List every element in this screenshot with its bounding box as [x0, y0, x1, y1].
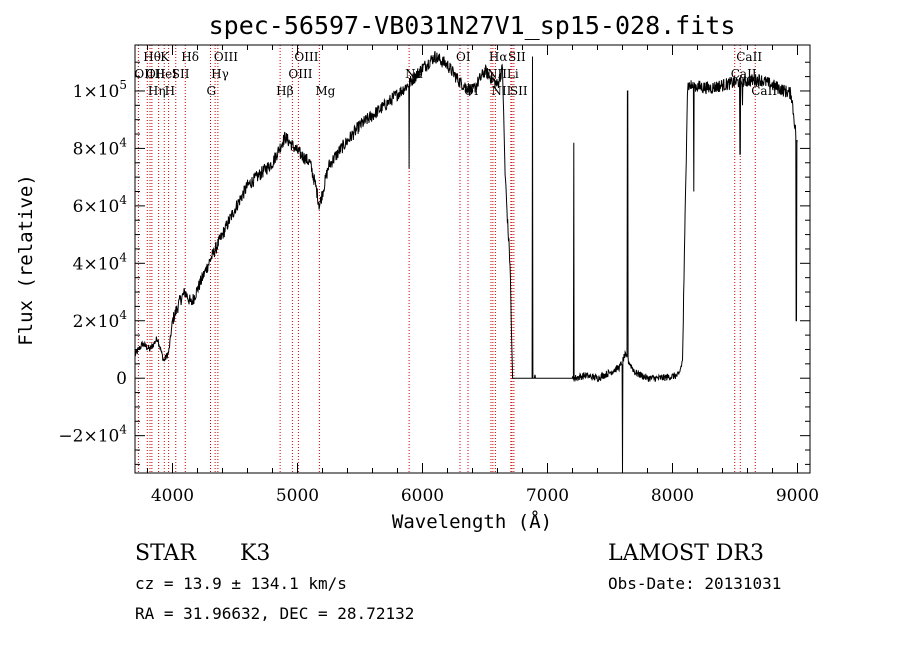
- y-tick-label-base: 8×10: [73, 139, 120, 159]
- x-axis-ticks: 4000 5000 6000 7000 8000 9000: [147, 45, 819, 506]
- y-tick-label-base: 6×10: [73, 197, 120, 217]
- object-class: STAR: [135, 541, 197, 566]
- spectral-line-label: OII: [146, 67, 166, 81]
- y-tick-label-base: −2×10: [58, 427, 119, 447]
- spectral-line-label: SII: [172, 67, 190, 81]
- spectral-line-label: OIII: [294, 50, 318, 64]
- observation-date: Obs-Date: 20131031: [608, 574, 781, 593]
- spectral-line-label: G: [207, 84, 217, 98]
- ra-dec-coordinates: RA = 31.96632, DEC = 28.72132: [135, 604, 414, 623]
- spectral-line-label: OIII: [288, 67, 312, 81]
- y-tick-label: 8×104: [73, 135, 128, 159]
- chart-title: spec-56597-VB031N27V1_sp15-028.fits: [209, 11, 736, 40]
- y-tick-label-exponent: 4: [119, 423, 127, 437]
- spectral-line-label: Hη: [148, 84, 166, 98]
- y-axis-label: Flux (relative): [15, 174, 37, 346]
- x-tick-label: 8000: [651, 486, 694, 506]
- spectral-line-label: Li: [507, 67, 519, 81]
- spectral-line-label: OI: [456, 50, 471, 64]
- spectral-line-label: Hθ: [143, 50, 161, 64]
- y-tick-label-exponent: 4: [119, 193, 127, 207]
- y-tick-label: 6×104: [73, 193, 128, 217]
- y-tick-label: 4×104: [73, 250, 128, 274]
- plot-frame: [134, 44, 811, 474]
- y-tick-label-base: 0: [116, 369, 127, 389]
- x-tick-label: 6000: [401, 486, 444, 506]
- spectral-line-label: OIII: [214, 50, 238, 64]
- y-tick-label: 1×105: [73, 78, 127, 102]
- y-tick-label-base: 4×10: [73, 254, 120, 274]
- x-tick-label: 4000: [151, 486, 194, 506]
- spectral-line-label: Hδ: [181, 50, 199, 64]
- x-tick-label: 7000: [526, 486, 569, 506]
- x-tick-label: 5000: [276, 486, 319, 506]
- spectral-line-label: Hβ: [276, 84, 293, 98]
- y-tick-label-exponent: 5: [119, 78, 127, 92]
- spectrum-series-line: [134, 50, 798, 474]
- spectral-line-label: H: [165, 84, 175, 98]
- spectral-line-markers: [137, 45, 756, 473]
- y-tick-label: 0: [116, 369, 127, 389]
- spectral-line-label: HeI: [155, 67, 178, 81]
- y-tick-label-exponent: 4: [119, 308, 127, 322]
- spectral-line-label: K: [160, 50, 170, 64]
- spectral-line-label: SII: [510, 84, 528, 98]
- object-subclass: K3: [240, 541, 270, 566]
- spectral-line-label: SII: [508, 50, 526, 64]
- spectral-line-label: NII: [491, 84, 511, 98]
- spectral-line-label: Hγ: [211, 67, 229, 81]
- y-tick-label: 2×104: [73, 308, 128, 332]
- x-axis-label: Wavelength (Å): [392, 510, 552, 533]
- y-tick-label-exponent: 4: [119, 135, 127, 149]
- y-tick-label: −2×104: [58, 423, 127, 447]
- survey-name: LAMOST DR3: [608, 541, 764, 566]
- redshift-cz: cz = 13.9 ± 134.1 km/s: [135, 574, 347, 593]
- spectral-line-label: OII: [134, 67, 154, 81]
- y-tick-label-base: 1×10: [73, 82, 120, 102]
- spectral-line-label: CaII: [736, 50, 762, 64]
- spectral-line-label: CaII: [751, 84, 777, 98]
- y-tick-label-base: 2×10: [73, 312, 120, 332]
- spectral-line-label: Hα: [489, 50, 508, 64]
- y-tick-label-exponent: 4: [119, 250, 127, 264]
- x-tick-label: 9000: [776, 486, 819, 506]
- spectral-line-label: Mg: [315, 84, 335, 98]
